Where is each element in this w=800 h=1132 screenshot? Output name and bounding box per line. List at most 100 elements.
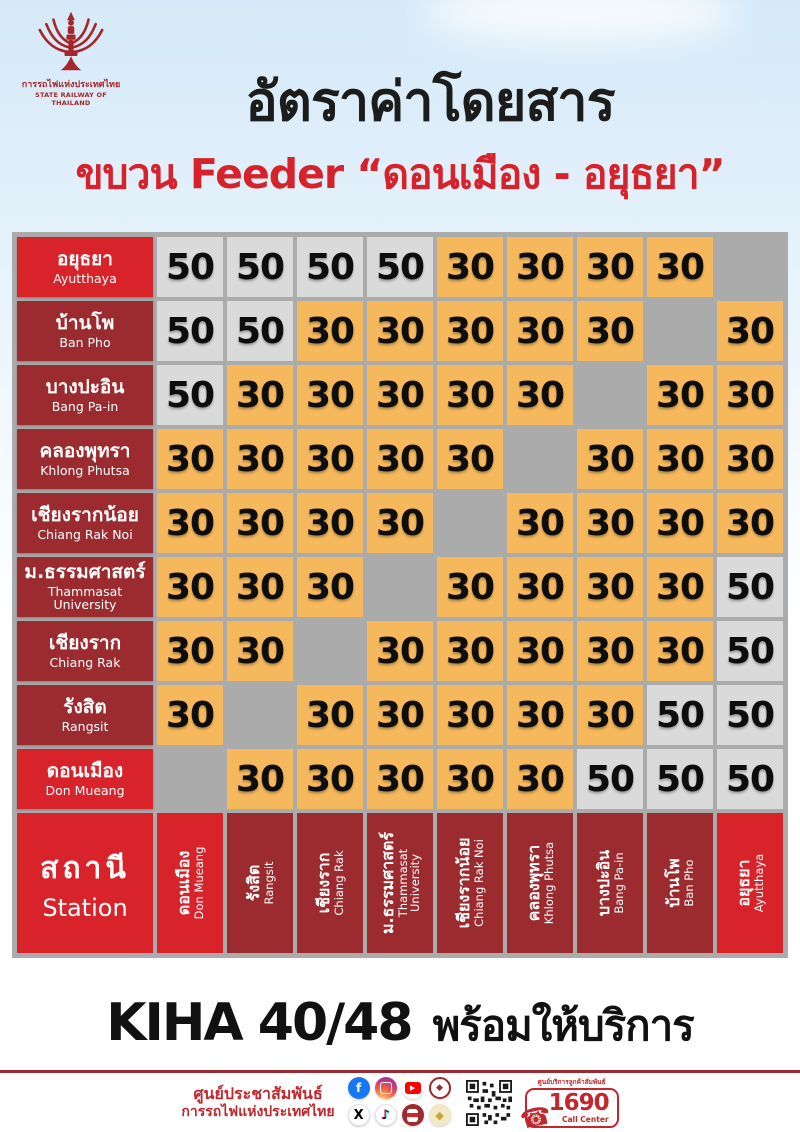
fare-cell: 50 bbox=[157, 365, 223, 425]
fare-cell: 30 bbox=[577, 301, 643, 361]
x-icon: X bbox=[347, 1104, 370, 1126]
fare-cell: 50 bbox=[717, 685, 783, 745]
fare-cell-empty bbox=[647, 301, 713, 361]
station-row-header: เชียงราก Chiang Rak bbox=[17, 621, 153, 681]
fare-cell: 30 bbox=[507, 301, 573, 361]
page-title: อัตราค่าโดยสาร bbox=[245, 70, 615, 133]
station-col-header: คลองพุทรา Khlong Phutsa bbox=[507, 813, 573, 953]
fare-cell: 30 bbox=[297, 429, 363, 489]
station-col-header-rotated: บางปะอิน Bang Pa-in bbox=[578, 814, 642, 952]
fare-cell: 50 bbox=[227, 301, 293, 361]
fare-cell: 30 bbox=[577, 685, 643, 745]
station-name-thai: อยุธยา bbox=[733, 859, 753, 907]
facebook-icon: f bbox=[347, 1077, 370, 1099]
station-name-english: Thammasat University bbox=[396, 848, 423, 918]
fare-cell: 30 bbox=[227, 365, 293, 425]
call-center-label-bottom: Call Center bbox=[561, 1114, 609, 1124]
fare-cell-empty bbox=[717, 237, 783, 297]
fare-cell: 30 bbox=[507, 621, 573, 681]
fare-cell-empty bbox=[577, 365, 643, 425]
fare-cell: 30 bbox=[157, 429, 223, 489]
cloud-decoration bbox=[420, 0, 740, 42]
logo-english-name: STATE RAILWAY OF THAILAND bbox=[35, 90, 107, 107]
station-name-english: Chiang Rak Noi bbox=[37, 526, 133, 542]
station-name-english: Station bbox=[42, 893, 128, 922]
youtube-icon: ▶ bbox=[401, 1077, 424, 1099]
station-col-header-rotated: ม.ธรรมศาสตร์ Thammasat University bbox=[368, 814, 432, 952]
footer-org-text: ศูนย์ประชาสัมพันธ์ การรถไฟแห่งประเทศไทย bbox=[181, 1084, 334, 1122]
station-name-english: Don Mueang bbox=[45, 782, 125, 798]
fare-cell: 30 bbox=[647, 621, 713, 681]
instagram-icon bbox=[374, 1077, 397, 1099]
station-row-header: รังสิต Rangsit bbox=[17, 685, 153, 745]
station-col-header-rotated: บ้านโพ Ban Pho bbox=[648, 814, 712, 952]
fare-cell: 30 bbox=[227, 557, 293, 617]
fare-cell: 50 bbox=[647, 749, 713, 809]
logo-thai-name: การรถไฟแห่งประเทศไทย bbox=[21, 80, 121, 90]
fare-cell: 30 bbox=[717, 493, 783, 553]
station-col-header-rotated: รังสิต Rangsit bbox=[228, 814, 292, 952]
station-col-header: บ้านโพ Ban Pho bbox=[647, 813, 713, 953]
fare-cell: 30 bbox=[227, 621, 293, 681]
station-row-header: คลองพุทรา Khlong Phutsa bbox=[17, 429, 153, 489]
station-row-header: ม.ธรรมศาสตร์ Thammasat University bbox=[17, 557, 153, 617]
fare-cell: 30 bbox=[297, 557, 363, 617]
station-name-thai: บางปะอิน bbox=[593, 849, 613, 917]
station-row-header: บางปะอิน Bang Pa-in bbox=[17, 365, 153, 425]
service-banner: KIHA 40/48 พร้อมให้บริการ bbox=[0, 993, 800, 1059]
fare-cell: 30 bbox=[367, 621, 433, 681]
station-name-english: Khlong Phutsa bbox=[40, 462, 130, 478]
fare-cell: 30 bbox=[437, 237, 503, 297]
call-center-box: ☎ 1690 Call Center bbox=[517, 1088, 619, 1132]
fare-cell: 30 bbox=[507, 557, 573, 617]
station-name-english: Thammasat University bbox=[47, 584, 123, 613]
fare-cell-empty bbox=[157, 749, 223, 809]
station-name-thai: ม.ธรรมศาสตร์ bbox=[377, 832, 397, 935]
fare-cell: 30 bbox=[577, 237, 643, 297]
footer-org-line1: ศูนย์ประชาสัมพันธ์ bbox=[193, 1083, 323, 1103]
station-name-english: Ayutthaya bbox=[752, 853, 767, 913]
station-name-english: Chiang Rak Noi bbox=[472, 839, 487, 927]
station-row-header: อยุธยา Ayutthaya bbox=[17, 237, 153, 297]
station-name-english: Ban Pho bbox=[682, 859, 697, 907]
fare-cell: 50 bbox=[157, 301, 223, 361]
fare-cell: 30 bbox=[437, 365, 503, 425]
fare-cell: 30 bbox=[367, 365, 433, 425]
station-name-thai: บางปะอิน bbox=[45, 376, 125, 399]
tiktok-icon: ♪ bbox=[374, 1104, 397, 1126]
fare-cell: 30 bbox=[297, 749, 363, 809]
qr-code bbox=[465, 1079, 512, 1126]
fare-cell-empty bbox=[367, 557, 433, 617]
station-col-header: ม.ธรรมศาสตร์ Thammasat University bbox=[367, 813, 433, 953]
fare-cell: 30 bbox=[297, 365, 363, 425]
fare-cell: 30 bbox=[367, 429, 433, 489]
station-row-header: บ้านโพ Ban Pho bbox=[17, 301, 153, 361]
station-row-header: เชียงรากน้อย Chiang Rak Noi bbox=[17, 493, 153, 553]
station-name-thai: เชียงรากน้อย bbox=[453, 837, 473, 929]
station-name-english: Ban Pho bbox=[59, 334, 111, 350]
fare-cell: 30 bbox=[227, 493, 293, 553]
station-corner-header: สถานี Station bbox=[17, 813, 153, 953]
fare-cell: 30 bbox=[157, 493, 223, 553]
fare-cell: 30 bbox=[507, 685, 573, 745]
station-col-header: อยุธยา Ayutthaya bbox=[717, 813, 783, 953]
fare-cell: 30 bbox=[647, 429, 713, 489]
station-col-header: เชียงราก Chiang Rak bbox=[297, 813, 363, 953]
fare-cell: 30 bbox=[577, 493, 643, 553]
fare-cell: 30 bbox=[157, 685, 223, 745]
fare-cell: 30 bbox=[297, 685, 363, 745]
page-subtitle: ขบวน Feeder “ดอนเมือง - อยุธยา” bbox=[75, 150, 725, 198]
fare-cell: 50 bbox=[157, 237, 223, 297]
station-name-english: Don Mueang bbox=[192, 846, 207, 920]
station-col-header: บางปะอิน Bang Pa-in bbox=[577, 813, 643, 953]
fare-cell: 30 bbox=[227, 749, 293, 809]
station-name-english: Ayutthaya bbox=[53, 270, 117, 286]
station-col-header-rotated: อยุธยา Ayutthaya bbox=[718, 814, 782, 952]
station-name-thai: เชียงราก bbox=[313, 852, 333, 914]
fare-cell: 30 bbox=[157, 557, 223, 617]
station-name-thai: บ้านโพ bbox=[663, 858, 683, 908]
station-col-header-rotated: เชียงราก Chiang Rak bbox=[298, 814, 362, 952]
fare-cell: 30 bbox=[507, 749, 573, 809]
srt-logo: การรถไฟแห่งประเทศไทย STATE RAILWAY OF TH… bbox=[16, 8, 126, 107]
fare-cell: 50 bbox=[717, 749, 783, 809]
